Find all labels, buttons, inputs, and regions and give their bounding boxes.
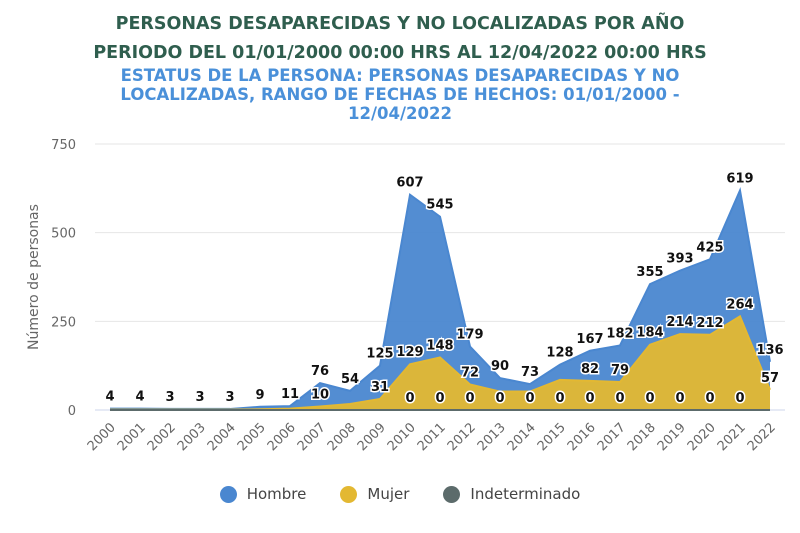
data-label: 393 xyxy=(666,252,693,267)
legend-marker-icon xyxy=(340,485,358,503)
x-tick-label: 2007 xyxy=(295,420,329,454)
chart-subtitle-status: ESTATUS DE LA PERSONA: PERSONAS DESAPARE… xyxy=(120,66,680,123)
x-tick-label: 2008 xyxy=(325,420,359,454)
x-tick-label: 2010 xyxy=(385,420,419,454)
x-tick-label: 2019 xyxy=(655,420,689,454)
x-tick-label: 2006 xyxy=(265,420,299,454)
data-label: 0 xyxy=(705,391,714,406)
data-label: 73 xyxy=(521,365,539,380)
data-label: 264 xyxy=(726,297,753,312)
data-label: 9 xyxy=(255,388,264,403)
data-label: 128 xyxy=(546,346,573,361)
x-tick-label: 2013 xyxy=(475,420,509,454)
x-tick-label: 2005 xyxy=(235,420,269,454)
data-label: 4 xyxy=(135,390,144,405)
x-tick-label: 2001 xyxy=(115,420,149,454)
data-label: 0 xyxy=(465,391,474,406)
x-tick-label: 2022 xyxy=(745,420,779,454)
y-tick-label: 250 xyxy=(51,315,76,330)
x-tick-label: 2014 xyxy=(505,420,539,454)
data-label: 82 xyxy=(581,362,599,377)
x-tick-label: 2017 xyxy=(595,420,629,454)
data-label: 129 xyxy=(396,345,423,360)
data-label: 425 xyxy=(696,240,723,255)
data-label: 3 xyxy=(195,390,204,405)
data-label: 136 xyxy=(756,343,783,358)
data-label: 0 xyxy=(645,391,654,406)
data-label: 72 xyxy=(461,365,479,380)
data-label: 0 xyxy=(525,391,534,406)
data-label: 182 xyxy=(606,326,633,341)
x-tick-label: 2018 xyxy=(625,420,659,454)
x-tick-label: 2004 xyxy=(205,420,239,454)
data-label: 11 xyxy=(281,387,299,402)
data-label: 10 xyxy=(311,387,329,402)
area-hombre xyxy=(110,190,770,410)
data-label: 0 xyxy=(675,391,684,406)
legend-item-hombre[interactable]: Hombre xyxy=(219,485,307,503)
data-label: 148 xyxy=(426,339,453,354)
data-label: 31 xyxy=(371,380,389,395)
data-label: 214 xyxy=(666,315,693,330)
legend-item-indeterminado[interactable]: Indeterminado xyxy=(443,485,580,503)
legend-item-mujer[interactable]: Mujer xyxy=(340,485,409,503)
data-label: 179 xyxy=(456,328,483,343)
x-tick-label: 2011 xyxy=(415,420,449,454)
y-tick-label: 500 xyxy=(51,227,76,242)
legend-label: Indeterminado xyxy=(470,485,581,503)
data-label: 54 xyxy=(341,372,359,387)
data-label: 4 xyxy=(105,390,114,405)
legend-marker-icon xyxy=(219,485,237,503)
data-label: 57 xyxy=(761,371,779,386)
x-tick-label: 2020 xyxy=(685,420,719,454)
data-label: 3 xyxy=(225,390,234,405)
data-label: 607 xyxy=(396,176,423,191)
data-label: 125 xyxy=(366,347,393,362)
x-tick-label: 2012 xyxy=(445,420,479,454)
x-tick-label: 2015 xyxy=(535,420,569,454)
x-tick-label: 2021 xyxy=(715,420,749,454)
legend-label: Hombre xyxy=(246,485,307,503)
data-label: 184 xyxy=(636,326,663,341)
y-tick-label: 750 xyxy=(51,138,76,153)
x-tick-label: 2016 xyxy=(565,420,599,454)
chart-title: PERSONAS DESAPARECIDAS Y NO LOCALIZADAS … xyxy=(115,14,685,34)
x-tick-label: 2009 xyxy=(355,420,389,454)
data-label: 0 xyxy=(555,391,564,406)
y-axis-label: Número de personas xyxy=(26,204,42,350)
area-mujer xyxy=(110,316,770,410)
data-label: 3 xyxy=(165,390,174,405)
data-label: 76 xyxy=(311,364,329,379)
data-label: 0 xyxy=(435,391,444,406)
data-label: 619 xyxy=(726,171,753,186)
legend: Hombre Mujer Indeterminado xyxy=(0,485,800,503)
y-tick-label: 0 xyxy=(68,404,76,419)
x-tick-label: 2000 xyxy=(85,420,119,454)
legend-label: Mujer xyxy=(367,485,410,503)
data-label: 0 xyxy=(405,391,414,406)
legend-marker-icon xyxy=(443,485,461,503)
data-label: 212 xyxy=(696,316,723,331)
data-label: 0 xyxy=(495,391,504,406)
data-label: 0 xyxy=(585,391,594,406)
chart-subtitle-period: PERIODO DEL 01/01/2000 00:00 HRS AL 12/0… xyxy=(93,43,707,63)
data-label: 0 xyxy=(615,391,624,406)
x-tick-label: 2002 xyxy=(145,420,179,454)
x-tick-label: 2003 xyxy=(175,420,209,454)
data-label: 90 xyxy=(491,359,509,374)
data-label: 355 xyxy=(636,265,663,280)
data-label: 167 xyxy=(576,332,603,347)
data-label: 545 xyxy=(426,198,453,213)
data-label: 0 xyxy=(735,391,744,406)
data-label: 79 xyxy=(611,363,629,378)
